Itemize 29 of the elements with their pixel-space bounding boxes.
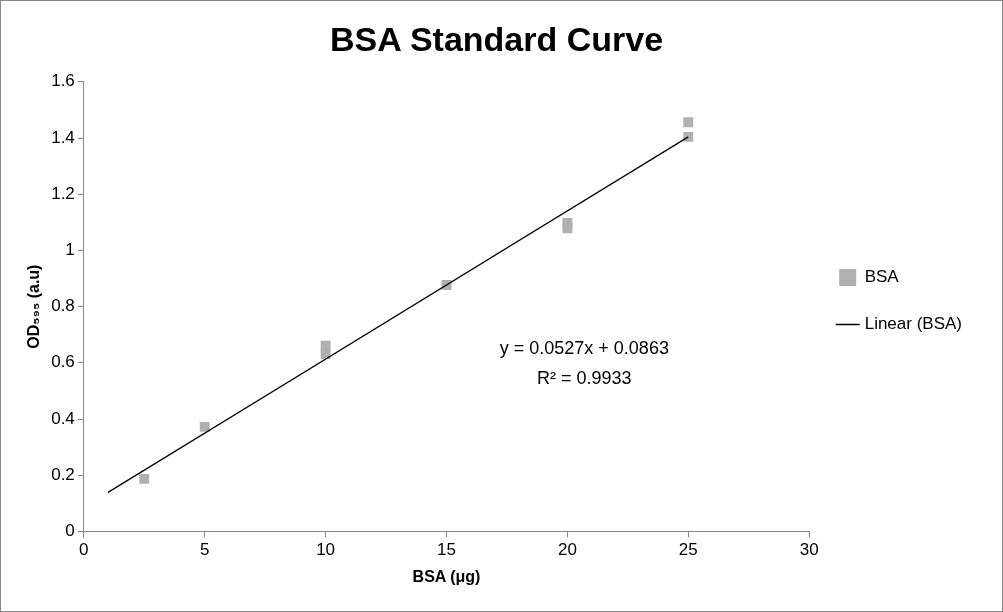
x-tick-label: 20 xyxy=(557,540,577,560)
y-tick-label: 1.2 xyxy=(51,183,75,203)
point xyxy=(199,421,210,432)
chart-title: BSA Standard Curve xyxy=(329,19,664,58)
point xyxy=(562,223,573,234)
y-tick-label: 1.4 xyxy=(51,127,75,147)
x-tick-label: 30 xyxy=(799,540,819,560)
y-tick-label: 0 xyxy=(65,521,75,541)
x-tick-label: 10 xyxy=(316,540,336,560)
y-tick-label: 1.6 xyxy=(51,71,75,91)
legend-label: BSA xyxy=(864,267,900,287)
x-tick-label: 0 xyxy=(79,540,89,560)
x-tick-label: 5 xyxy=(199,540,210,560)
y-axis-title: OD₅₉₅ (a.u) xyxy=(25,264,43,349)
annotation: y = 0.0527x + 0.0863 xyxy=(499,338,669,359)
x-tick-label: 15 xyxy=(437,540,456,560)
annotation: R² = 0.9933 xyxy=(537,368,632,389)
y-tick-label: 0.8 xyxy=(51,296,75,316)
y-tick-label: 0.4 xyxy=(51,408,75,428)
y-tick-label: 1 xyxy=(65,240,75,260)
y-tick-label: 0.2 xyxy=(51,464,75,484)
y-tick-label: 0.6 xyxy=(51,352,75,372)
point xyxy=(320,349,331,360)
point xyxy=(683,117,694,128)
x-tick-label: 25 xyxy=(678,540,698,560)
legend-label: Linear (BSA) xyxy=(864,314,963,334)
x-axis-title: BSA (μg) xyxy=(412,567,481,585)
point xyxy=(683,131,694,142)
point xyxy=(139,473,150,484)
